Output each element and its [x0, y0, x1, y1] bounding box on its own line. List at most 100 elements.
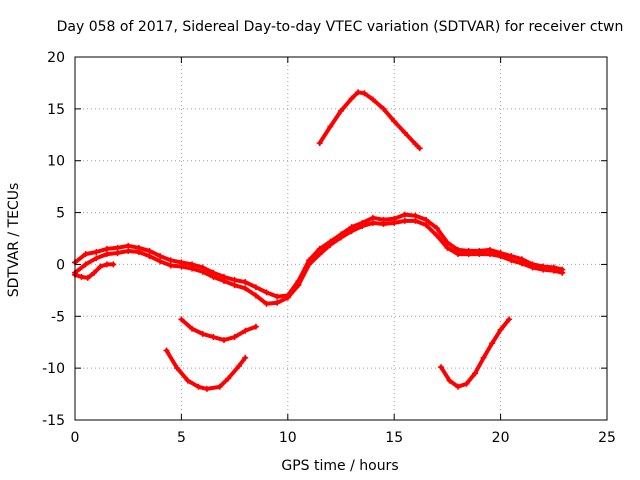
data-point: [263, 289, 270, 296]
data-point: [438, 364, 445, 371]
data-point: [189, 265, 196, 272]
data-point: [157, 253, 164, 260]
data-point: [355, 89, 362, 96]
data-point: [167, 257, 174, 264]
x-tick-label: 10: [279, 430, 297, 446]
data-point: [167, 262, 174, 269]
plot-frame: [74, 56, 608, 421]
data-point: [91, 269, 98, 276]
data-point: [189, 325, 196, 332]
data-point: [195, 383, 202, 390]
data-point: [174, 365, 181, 372]
data-point: [235, 363, 242, 370]
data-point: [369, 219, 376, 226]
data-point: [472, 370, 479, 377]
data-point: [82, 251, 89, 258]
data-point: [306, 261, 313, 268]
data-point: [252, 292, 259, 299]
data-point: [252, 323, 259, 330]
data-point: [110, 261, 117, 268]
data-point: [242, 279, 249, 286]
data-point: [444, 244, 451, 251]
data-point: [216, 383, 223, 390]
series-trace: [317, 90, 422, 151]
series-arc-lower-b: [163, 347, 249, 392]
data-point: [401, 211, 408, 218]
data-point: [199, 330, 206, 337]
data-point: [518, 260, 525, 267]
data-point: [284, 294, 291, 301]
data-point: [163, 347, 170, 354]
data-point: [423, 222, 430, 229]
data-point: [423, 216, 430, 223]
data-point: [338, 234, 344, 241]
data-point: [508, 257, 515, 264]
data-point: [231, 334, 238, 341]
series-trace: [164, 348, 248, 391]
data-point: [327, 123, 334, 130]
data-point: [361, 90, 368, 97]
data-point: [433, 232, 440, 239]
data-point: [369, 214, 376, 221]
series-trace: [73, 218, 565, 306]
data-point: [401, 217, 408, 224]
data-point: [401, 129, 408, 136]
x-tick-label: 20: [492, 430, 510, 446]
x-tick-label: 25: [598, 430, 616, 446]
data-point: [146, 253, 153, 260]
data-point: [497, 326, 504, 333]
series-arc-upper: [316, 89, 423, 152]
data-point: [84, 274, 91, 281]
data-point: [203, 385, 210, 392]
data-point: [391, 219, 398, 226]
data-point: [210, 273, 217, 280]
data-point: [220, 278, 227, 285]
y-tick-label: -10: [42, 361, 65, 377]
data-point: [338, 107, 344, 114]
data-point: [97, 263, 104, 270]
data-point: [550, 267, 557, 274]
data-point: [231, 282, 238, 289]
data-point: [327, 241, 334, 248]
x-tick-label: 5: [177, 430, 186, 446]
data-point: [412, 141, 419, 148]
data-point: [103, 251, 110, 258]
data-point: [125, 242, 132, 249]
data-point: [380, 105, 387, 112]
data-point: [93, 248, 100, 255]
data-point: [210, 334, 217, 341]
data-point: [78, 273, 85, 280]
data-point: [529, 264, 536, 271]
data-point: [455, 251, 462, 258]
data-point: [263, 300, 270, 307]
data-point: [157, 258, 164, 265]
data-point: [316, 140, 323, 147]
data-point: [380, 220, 387, 227]
data-point: [348, 228, 355, 235]
data-point: [359, 223, 366, 230]
data-point: [178, 263, 185, 270]
data-point: [184, 377, 191, 384]
data-point: [446, 377, 453, 384]
data-point: [93, 255, 100, 262]
y-axis-label: SDTVAR / TECUs: [6, 183, 22, 298]
x-axis-label: GPS time / hours: [281, 458, 398, 474]
data-point: [412, 217, 419, 224]
series-arc-lower-c: [438, 316, 513, 390]
x-tick-label: 15: [385, 430, 403, 446]
data-point: [242, 285, 249, 292]
data-point: [412, 212, 419, 219]
axis-ticks: 0 5 10 15 20 25 -15 -10 -5 0 5 10 15 20: [42, 50, 616, 446]
series-arc-lower-a: [178, 316, 259, 344]
data-point: [540, 266, 547, 273]
data-point: [465, 251, 472, 258]
data-point: [135, 248, 142, 255]
data-point: [497, 253, 504, 260]
data-point: [316, 251, 323, 258]
data-point: [476, 251, 483, 258]
series-trace: [179, 317, 258, 343]
series-arc-main-b: [72, 217, 566, 307]
data-point: [82, 261, 89, 268]
data-point: [463, 380, 470, 387]
data-point: [225, 375, 232, 382]
